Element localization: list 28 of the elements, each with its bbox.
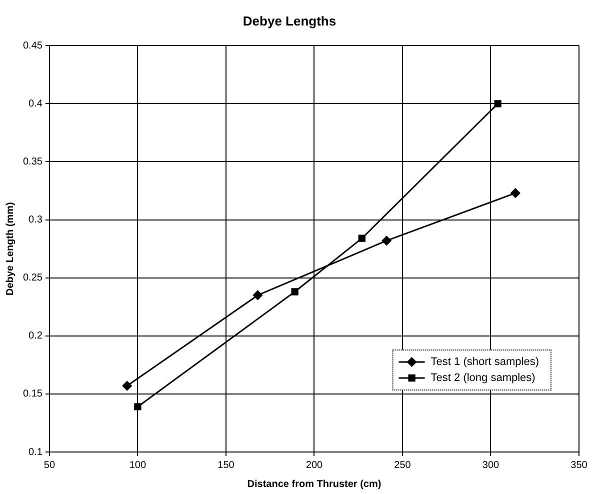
point — [358, 234, 366, 242]
y-tick-label: 0.15 — [22, 388, 43, 400]
y-tick-label: 0.25 — [22, 272, 43, 284]
legend-label: Test 1 (short samples) — [430, 356, 539, 368]
x-tick-label: 250 — [394, 460, 412, 471]
point — [494, 100, 502, 108]
point — [382, 236, 392, 246]
y-axis-title: Debye Length (mm) — [4, 202, 16, 296]
x-tick-label: 50 — [44, 460, 56, 471]
point — [291, 288, 298, 296]
x-axis-title: Distance from Thruster (cm) — [247, 478, 382, 490]
point — [134, 403, 142, 410]
y-tick-label: 0.35 — [22, 156, 43, 168]
x-tick-label: 100 — [129, 460, 146, 471]
y-tick-label: 0.1 — [28, 446, 43, 458]
x-tick-label: 350 — [570, 460, 588, 471]
chart-title: Debye Lengths — [242, 13, 336, 28]
x-tick-label: 150 — [218, 460, 235, 471]
y-tick-label: 0.4 — [28, 98, 43, 110]
legend-label: Test 2 (long samples) — [430, 372, 536, 384]
x-tick-label: 300 — [482, 460, 500, 471]
point — [253, 290, 262, 300]
y-tick-label: 0.45 — [22, 40, 43, 52]
point — [510, 188, 520, 198]
y-tick-label: 0.3 — [28, 214, 43, 226]
x-tick-label: 200 — [306, 460, 324, 471]
y-tick-label: 0.2 — [28, 330, 43, 342]
point — [122, 381, 132, 391]
